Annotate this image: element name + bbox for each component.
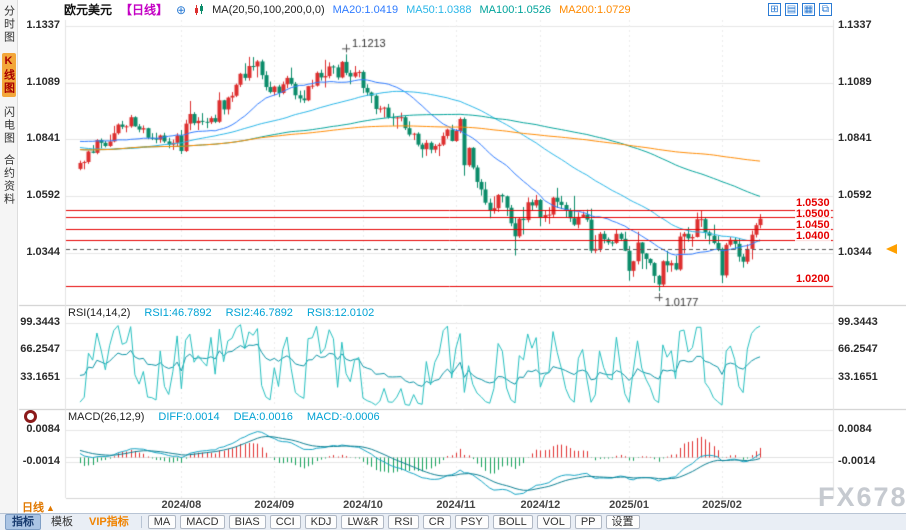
current-price-marker[interactable] xyxy=(886,244,897,255)
fx678-watermark: FX678 xyxy=(818,482,906,512)
sidebar-item-kline-chart[interactable]: K线图 xyxy=(1,53,16,97)
layout-windows-icon[interactable]: ⧉ xyxy=(819,3,832,16)
macd-dea-value: DEA:0.0016 xyxy=(233,411,293,423)
toolbar-divider xyxy=(140,516,142,528)
layout-grid-icon[interactable]: ⊞ xyxy=(768,3,781,16)
chart-header: 欧元美元 【日线】 ⊕ MA(20,50,100,200,0,0) MA20:1… xyxy=(64,2,631,17)
indicator-toolbar: 指标 模板 VIP指标 MA MACD BIAS CCI KDJ LW&R RS… xyxy=(0,513,906,530)
indicator-button-lwr[interactable]: LW&R xyxy=(341,515,385,529)
sidebar-item-time-chart[interactable]: 分时图 xyxy=(2,5,15,44)
tab-templates[interactable]: 模板 xyxy=(51,516,73,528)
indicator-button-ma[interactable]: MA xyxy=(147,515,177,529)
macd-title: MACD(26,12,9) xyxy=(68,411,145,423)
indicator-button-pp[interactable]: PP xyxy=(574,515,602,529)
indicator-button-cr[interactable]: CR xyxy=(422,515,451,529)
indicator-button-psy[interactable]: PSY xyxy=(454,515,489,529)
ma100-value: MA100:1.0526 xyxy=(479,3,552,16)
macd-header: MACD(26,12,9) DIFF:0.0014 DEA:0.0016 MAC… xyxy=(68,411,380,423)
layout-rows-icon[interactable]: ▤ xyxy=(785,3,798,16)
macd-diff-value: DIFF:0.0014 xyxy=(158,411,220,423)
layout-table-icon[interactable]: ▦ xyxy=(802,3,815,16)
layout-toolbar: ⊞ ▤ ▦ ⧉ xyxy=(768,3,832,16)
ma200-value: MA200:1.0729 xyxy=(559,3,631,16)
macd-value: MACD:-0.0006 xyxy=(306,411,380,423)
sidebar-item-contract-info[interactable]: 合约资料 xyxy=(2,154,15,206)
rsi1-value: RSI1:46.7892 xyxy=(144,307,212,319)
indicator-button-rsi[interactable]: RSI xyxy=(388,515,419,529)
symbol-name: 欧元美元 xyxy=(64,3,113,17)
indicator-button-macd[interactable]: MACD xyxy=(180,515,225,529)
rsi3-value: RSI3:12.0102 xyxy=(306,307,375,319)
indicator-button-boll[interactable]: BOLL xyxy=(492,515,533,529)
sidebar-item-flash-chart[interactable]: 闪电图 xyxy=(2,106,15,145)
settings-button[interactable]: 设置 xyxy=(605,515,640,529)
indicator-button-bias[interactable]: BIAS xyxy=(228,515,266,529)
rsi2-value: RSI2:46.7892 xyxy=(225,307,293,319)
chart-type-sidebar: 分时图 K线图 闪电图 合约资料 xyxy=(0,0,18,513)
timeframe-selector[interactable]: 日线 ▲ xyxy=(22,499,55,515)
tab-indicators[interactable]: 指标 xyxy=(5,514,41,530)
ma20-value: MA20:1.0419 xyxy=(332,3,399,16)
indicator-button-cci[interactable]: CCI xyxy=(269,515,301,529)
rsi-title: RSI(14,14,2) xyxy=(68,307,131,319)
ma50-value: MA50:1.0388 xyxy=(406,3,472,16)
period-tag: 【日线】 xyxy=(120,3,169,17)
indicator-button-kdj[interactable]: KDJ xyxy=(304,515,338,529)
arrow-up-icon: ▲ xyxy=(46,503,55,513)
rsi-header: RSI(14,14,2) RSI1:46.7892 RSI2:46.7892 R… xyxy=(68,307,374,319)
indicator-button-vol[interactable]: VOL xyxy=(536,515,571,529)
ma-settings-label: MA(20,50,100,200,0,0) xyxy=(212,3,325,16)
timeframe-label: 日线 xyxy=(22,502,44,514)
add-indicator-icon[interactable]: ⊕ xyxy=(176,2,187,17)
macd-settings-icon[interactable] xyxy=(24,410,37,423)
tab-vip-indicators[interactable]: VIP指标 xyxy=(89,516,129,528)
candle-icon xyxy=(194,3,204,16)
